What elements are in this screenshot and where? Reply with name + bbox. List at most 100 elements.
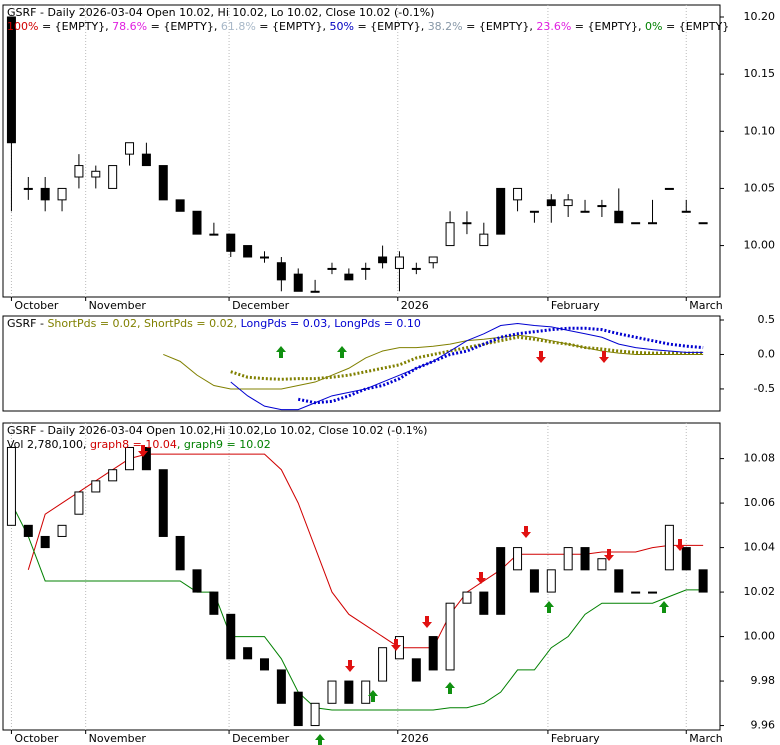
candle-body (664, 187, 674, 190)
y-tick-label: 0.0 (758, 347, 776, 360)
candle-body (411, 658, 421, 682)
y-tick-label: -0.5 (754, 382, 775, 395)
candle-body (125, 142, 135, 155)
legend-item: Vol 2,780,100, (7, 438, 90, 451)
y-tick-label: 10.00 (744, 239, 776, 252)
legend-item: LongPds = 0.10 (334, 317, 421, 330)
candle-body (361, 680, 371, 704)
candle-body (462, 222, 472, 225)
candle-body (344, 273, 354, 281)
y-tick-label: 9.96 (751, 719, 776, 732)
x-tick-label: November (89, 299, 147, 312)
candle-body (108, 469, 118, 482)
x-tick-label: March (689, 299, 723, 312)
candle-body (310, 290, 320, 293)
candle-body (411, 267, 421, 270)
signal-arrow (138, 445, 148, 457)
candle-body (563, 547, 573, 571)
candle-body (276, 669, 286, 704)
y-tick-label: 10.05 (744, 181, 776, 194)
y-tick-label: 10.08 (744, 452, 776, 465)
candle-body (428, 636, 438, 671)
legend-value: = {EMPTY}, (147, 20, 221, 33)
candle-body (513, 187, 523, 201)
candle-body (344, 680, 354, 704)
legend: Vol 2,780,100, graph8 = 10.04, graph9 = … (7, 438, 271, 451)
signal-arrow (675, 539, 685, 551)
y-tick-label: 10.15 (744, 67, 776, 80)
signal-arrow (659, 601, 669, 613)
candle-body (681, 547, 691, 571)
candle-body (108, 165, 118, 189)
candle-body (479, 233, 489, 247)
series-line (163, 334, 704, 390)
candle-body (698, 569, 708, 593)
candle-body (40, 187, 50, 201)
legend: GSRF - ShortPds = 0.02, ShortPds = 0.02,… (7, 317, 421, 330)
candle-body (226, 613, 236, 660)
candle-body (327, 267, 337, 270)
candle-body (614, 210, 624, 224)
legend-item: GSRF - (7, 317, 47, 330)
x-tick-label: February (551, 732, 600, 745)
candle-body (259, 256, 269, 259)
x-tick-label: February (551, 299, 600, 312)
x-tick-label: 2026 (401, 299, 429, 312)
panel-frame (2, 4, 721, 298)
signal-arrow (315, 734, 325, 745)
candle-body (209, 591, 219, 615)
candle-body (631, 591, 641, 594)
candle-body (664, 524, 674, 571)
legend-level: 100% (7, 20, 38, 33)
candle-body (648, 222, 658, 225)
signal-arrow (544, 601, 554, 613)
candle-body (158, 469, 168, 537)
candle-body (158, 165, 168, 201)
signal-arrow (337, 346, 347, 358)
panel-frame (2, 315, 721, 412)
x-tick-label: March (689, 732, 723, 745)
candle-body (91, 480, 101, 493)
x-tick-label: November (89, 732, 147, 745)
signal-arrow (604, 549, 614, 561)
candle-body (631, 222, 641, 225)
candle-body (192, 210, 202, 235)
legend-level: 23.6% (536, 20, 571, 33)
series-line (230, 322, 704, 411)
candle-body (496, 187, 506, 235)
candle-body (91, 170, 101, 178)
x-tick-label: October (14, 299, 58, 312)
candle-body (462, 591, 472, 604)
candle-body (361, 267, 371, 270)
legend-level: 78.6% (112, 20, 147, 33)
legend-value: = {EMPTY}, (463, 20, 537, 33)
signal-arrow (422, 616, 432, 628)
chart-title: GSRF - Daily 2026-03-04 Open 10.02,Hi 10… (7, 424, 427, 437)
candle-body (57, 187, 67, 201)
series-line (230, 335, 704, 381)
candle-body (597, 205, 607, 208)
legend-value: = {EMPTY}, (571, 20, 645, 33)
x-tick-label: 2026 (401, 732, 429, 745)
candle-body (681, 210, 691, 213)
candle-body (243, 647, 253, 660)
y-tick-label: 10.02 (744, 585, 776, 598)
legend-level: 38.2% (428, 20, 463, 33)
legend-level: 61.8% (221, 20, 256, 33)
candle-body (327, 680, 337, 704)
candle-body (394, 256, 404, 269)
candle-body (580, 210, 590, 213)
candle-body (445, 602, 455, 671)
candle-body (209, 233, 219, 236)
y-tick-label: 0.5 (758, 313, 776, 326)
candle-body (243, 245, 253, 258)
legend-value: = {EMPTY}, (354, 20, 428, 33)
y-tick-label: 10.00 (744, 630, 776, 643)
candle-body (125, 446, 135, 471)
candle-body (597, 558, 607, 571)
candle-body (546, 569, 556, 593)
candle-body (445, 222, 455, 247)
candle-body (74, 491, 84, 515)
candle-body (293, 691, 303, 727)
signal-arrow (599, 351, 609, 363)
